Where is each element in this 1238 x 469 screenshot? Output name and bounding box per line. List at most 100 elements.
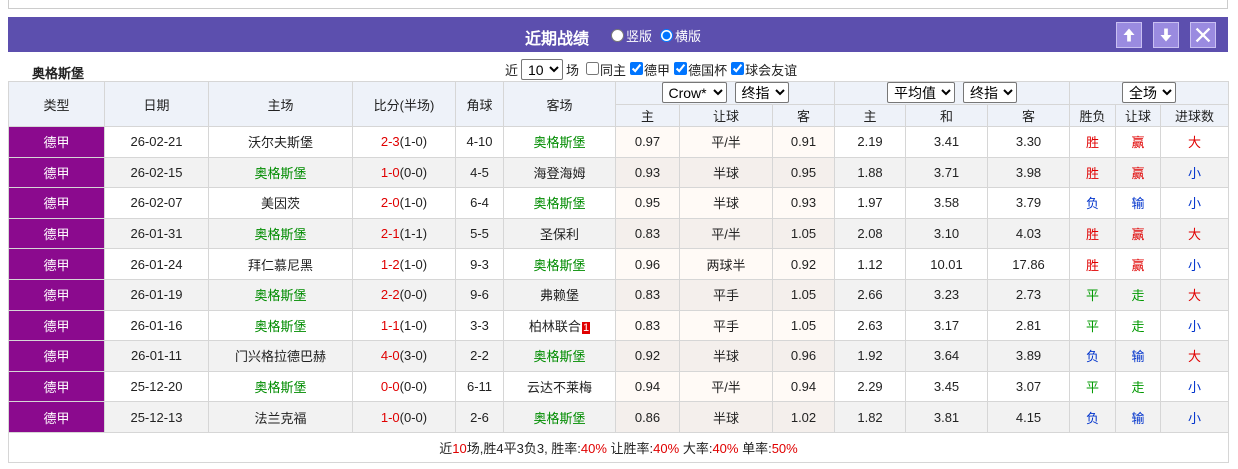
filter-option[interactable]: 德甲	[626, 62, 670, 78]
odds-select[interactable]: 终指	[734, 82, 789, 104]
filter-option[interactable]: 球会友谊	[727, 62, 798, 78]
result: 负	[1069, 187, 1117, 219]
odds-home: 0.83	[634, 226, 661, 242]
goals: 大	[1188, 135, 1202, 151]
home-team: 门兴格拉德巴赫	[234, 349, 326, 365]
avg-home: 2.08	[857, 226, 883, 242]
odds-home: 0.83	[634, 287, 661, 303]
table-foot: 近10场,胜4平3负3, 胜率:40% 让胜率:40% 大率:40% 单率:50…	[7, 431, 1230, 463]
move-up-button[interactable]	[1116, 22, 1142, 48]
top-strip	[8, 0, 1228, 9]
result: 负	[1086, 196, 1100, 212]
avg-home: 1.92	[857, 348, 883, 364]
avg-home: 2.29	[857, 379, 883, 395]
away-team: 奥格斯堡	[533, 349, 586, 365]
avg-away: 3.30	[1015, 134, 1042, 150]
header-row: 主让球客主和客胜负 让球 进球数	[9, 103, 1230, 127]
avg-home: 1.82	[857, 409, 883, 425]
goals: 小	[1188, 257, 1202, 273]
radio[interactable]	[660, 29, 674, 42]
odds-select[interactable]: Crow*	[661, 82, 727, 104]
avg-draw: 3.17	[933, 317, 960, 333]
close-button[interactable]	[1190, 22, 1216, 48]
average-select[interactable]: 平均值	[887, 82, 956, 104]
handicap-result: 赢	[1131, 227, 1145, 243]
layout-switch: 竖版 横版	[611, 26, 701, 45]
match-row: 德甲 26-01-19 奥格斯堡 2-2(0-0) 9-6 弗赖堡 0.83 平手 1.05 2.…	[8, 278, 1230, 311]
avg-home: 2.63	[857, 317, 883, 333]
result: 平	[1086, 288, 1100, 304]
avg-home: 1.88	[834, 156, 907, 189]
column-header: 客	[771, 103, 836, 127]
match-row: 德甲 26-02-21 沃尔夫斯堡 2-3(1-0) 4-10 奥格斯堡 0.97 平/半 0.…	[8, 126, 1230, 158]
summary-part: 让胜率:	[606, 440, 654, 456]
goals: 大	[1160, 340, 1230, 372]
avg-draw: 3.17	[905, 309, 989, 342]
label: 球会友谊	[745, 63, 798, 78]
match-table: 类型 日期 主场 比分(半场) 角球 客场 Crow* 终指 平均值 终指 全场主让球客主和客胜负让…	[7, 81, 1230, 463]
corners: 5-5	[470, 226, 489, 242]
average-select[interactable]: 终指	[963, 82, 1018, 104]
handicap-result: 走	[1115, 370, 1162, 403]
summary-part: 40%	[653, 440, 680, 456]
result: 胜	[1069, 126, 1117, 158]
odds-away: 1.05	[771, 278, 836, 311]
away-team: 奥格斯堡	[533, 135, 586, 151]
avg-away: 3.30	[987, 126, 1071, 158]
date: 26-02-15	[104, 156, 209, 189]
result: 负	[1069, 401, 1117, 433]
odds-away: 0.94	[771, 370, 836, 403]
odds-home: 0.86	[615, 401, 680, 433]
checkbox[interactable]	[731, 62, 745, 75]
checkbox[interactable]	[630, 62, 644, 75]
move-down-button[interactable]	[1153, 22, 1179, 48]
layout-option[interactable]: 横版	[660, 26, 701, 45]
avg-draw: 3.58	[933, 195, 960, 211]
goals: 小	[1160, 370, 1230, 403]
avg-draw: 3.58	[905, 187, 989, 219]
checkbox[interactable]	[674, 62, 688, 75]
summary-part: 40%	[580, 440, 607, 456]
full-score: 1-0	[380, 164, 400, 180]
home-team: 奥格斯堡	[254, 318, 307, 334]
column-header: 进球数	[1160, 103, 1230, 127]
filter-option[interactable]: 同主	[582, 62, 626, 78]
avg-home: 2.66	[857, 287, 883, 303]
filter-option[interactable]: 德国杯	[670, 62, 727, 78]
header-row: 类型 日期 主场 比分(半场) 角球 客场 Crow* 终指 平均值 终指 全场	[8, 81, 1230, 127]
checkbox[interactable]	[586, 62, 600, 75]
league-name: 德甲	[43, 288, 70, 304]
odds-away: 0.95	[771, 156, 836, 189]
avg-away: 3.98	[987, 156, 1071, 189]
home: 奥格斯堡	[208, 156, 353, 189]
away-team: 奥格斯堡	[533, 410, 586, 426]
avg-home: 1.82	[834, 401, 907, 433]
recent-count-select[interactable]: 10	[521, 59, 564, 80]
corners: 9-6	[455, 278, 504, 311]
half-score: (0-0)	[399, 287, 428, 303]
score: 0-0(0-0)	[352, 370, 456, 403]
result: 平	[1069, 370, 1117, 403]
avg-home: 2.63	[834, 309, 907, 342]
result: 平	[1069, 309, 1117, 342]
avg-away: 3.98	[1015, 164, 1042, 180]
date: 26-01-11	[130, 348, 183, 364]
column-header: 和	[905, 103, 989, 127]
home-team: 奥格斯堡	[254, 288, 307, 304]
match-row: 德甲 26-01-16 奥格斯堡 1-1(1-0) 3-3 柏林联合 1 0.83 平手 1.05…	[8, 309, 1230, 342]
handicap: 半球	[679, 340, 773, 372]
layout-option[interactable]: 竖版	[611, 26, 652, 45]
avg-draw: 3.64	[933, 348, 960, 364]
odds-home: 0.93	[634, 164, 661, 180]
radio[interactable]	[611, 29, 624, 42]
handicap-result: 输	[1131, 349, 1145, 365]
full-score: 2-2	[380, 287, 400, 303]
scope-select[interactable]: 全场	[1122, 82, 1177, 104]
result: 平	[1069, 278, 1117, 311]
score: 2-3(1-0)	[352, 126, 456, 158]
handicap-result: 走	[1115, 278, 1162, 311]
corners: 9-3	[455, 248, 504, 280]
away: 奥格斯堡	[503, 401, 616, 433]
column-header: 比分(半场)	[352, 81, 456, 127]
avg-home: 1.92	[834, 340, 907, 372]
